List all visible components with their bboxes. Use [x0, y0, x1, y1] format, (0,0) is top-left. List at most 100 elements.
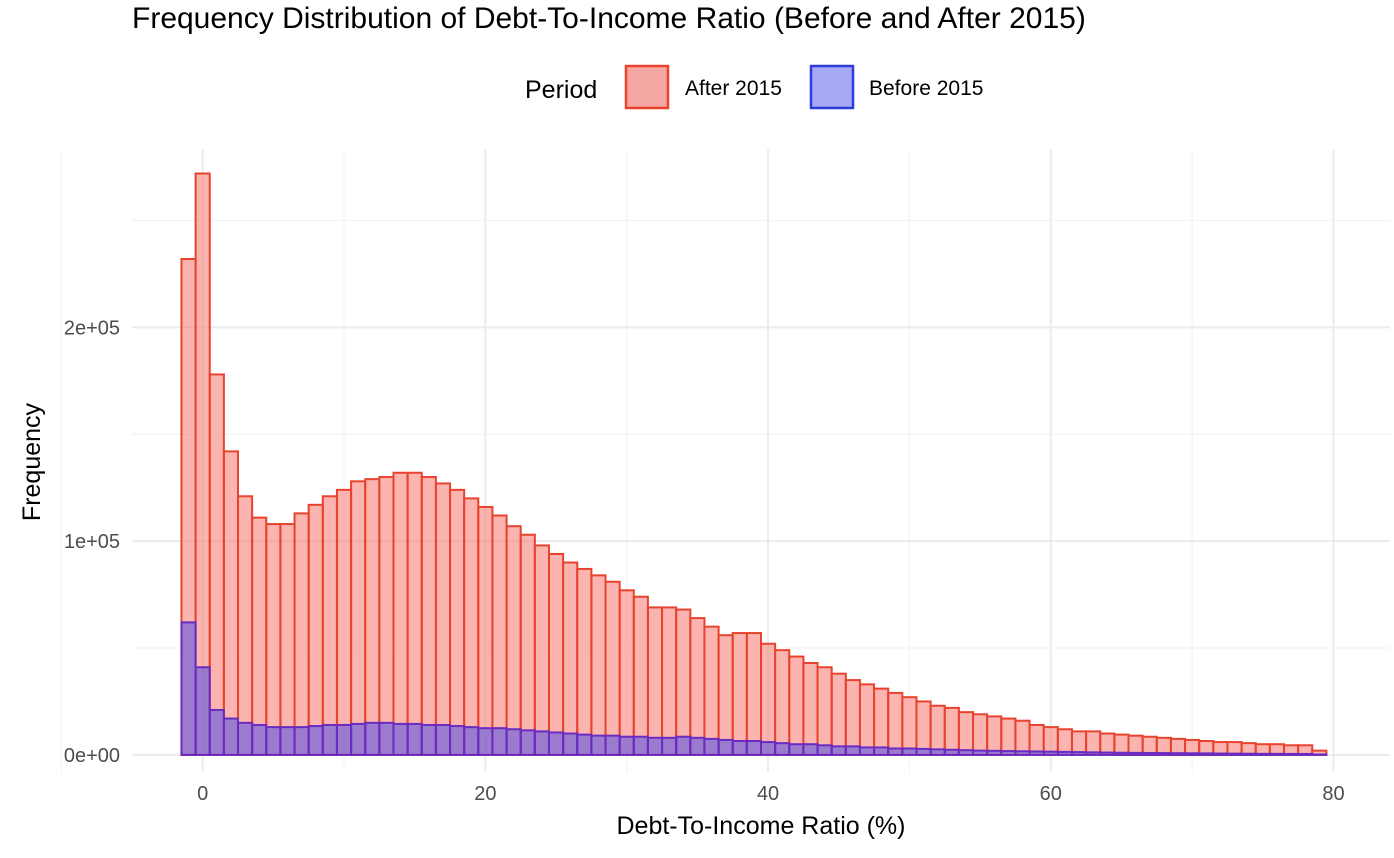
bar-before-2015	[449, 725, 466, 756]
bar-before-2015	[632, 735, 649, 756]
bar-after-2015	[463, 497, 480, 756]
bar-before-2015	[1113, 751, 1130, 756]
bar-before-2015	[364, 721, 381, 756]
bar-after-2015	[251, 516, 268, 756]
bar-after-2015	[972, 713, 989, 756]
bar-after-2015	[858, 683, 876, 756]
bar-after-2015	[774, 649, 791, 756]
bar-before-2015	[350, 722, 367, 756]
bar-before-2015	[194, 666, 211, 756]
bar-before-2015	[1056, 750, 1073, 756]
bar-before-2015	[1070, 751, 1088, 756]
bar-after-2015	[646, 606, 664, 756]
x-axis-title: Debt-To-Income Ratio (%)	[617, 812, 906, 840]
bar-after-2015	[618, 589, 635, 756]
legend-title: Period	[525, 76, 597, 104]
bar-before-2015	[576, 733, 593, 756]
bar-after-2015	[293, 512, 310, 756]
bar-before-2015	[1297, 752, 1314, 756]
bar-after-2015	[406, 471, 423, 756]
bar-before-2015	[378, 721, 395, 756]
bar-before-2015	[590, 734, 607, 756]
bar-before-2015	[1028, 750, 1045, 756]
bar-before-2015	[745, 740, 763, 756]
bar-before-2015	[505, 728, 522, 756]
bar-before-2015	[533, 730, 550, 756]
bar-before-2015	[604, 734, 621, 756]
bar-before-2015	[689, 736, 706, 756]
legend-key-before-2015	[809, 64, 855, 110]
bar-after-2015	[590, 574, 607, 756]
bar-before-2015	[1127, 751, 1144, 756]
bar-after-2015	[491, 514, 508, 756]
bar-after-2015	[237, 495, 254, 756]
bar-after-2015	[477, 505, 494, 756]
x-tick-label: 0	[197, 783, 208, 805]
bar-before-2015	[1198, 752, 1215, 756]
y-axis-ticks: 0e+00 1e+05 2e+05	[64, 317, 120, 766]
bar-before-2015	[661, 736, 678, 756]
bar-after-2015	[392, 471, 409, 756]
bar-before-2015	[321, 723, 338, 756]
bar-after-2015	[929, 704, 946, 756]
bar-before-2015	[420, 723, 437, 756]
bar-before-2015	[491, 727, 508, 756]
bar-after-2015	[1028, 723, 1045, 756]
legend-label-before-2015: Before 2015	[869, 77, 983, 100]
bar-after-2015	[420, 476, 437, 756]
bar-after-2015	[378, 476, 395, 756]
bar-after-2015	[830, 672, 847, 756]
bar-before-2015	[717, 738, 734, 756]
x-axis-ticks: 0 20 40 60 80	[197, 783, 1344, 805]
bar-before-2015	[957, 749, 975, 756]
bar-before-2015	[986, 749, 1003, 756]
chart-title: Frequency Distribution of Debt-To-Income…	[132, 2, 1086, 35]
legend-key-after-2015	[624, 64, 670, 110]
bar-before-2015	[222, 717, 240, 756]
bar-before-2015	[1099, 751, 1116, 756]
bar-before-2015	[1085, 751, 1102, 756]
bar-before-2015	[434, 723, 452, 756]
bar-after-2015	[788, 655, 805, 756]
bar-after-2015	[703, 625, 720, 756]
bar-before-2015	[1282, 752, 1300, 756]
bar-before-2015	[830, 745, 847, 756]
bar-after-2015	[943, 706, 960, 756]
y-axis-title: Frequency	[18, 402, 46, 521]
y-tick-label: 2e+05	[64, 317, 120, 339]
bar-after-2015	[222, 450, 240, 756]
bar-after-2015	[519, 533, 536, 756]
bar-before-2015	[816, 744, 833, 756]
bar-before-2015	[547, 731, 565, 756]
bar-after-2015	[604, 580, 621, 756]
bar-before-2015	[335, 723, 353, 756]
legend-label-after-2015: After 2015	[685, 77, 782, 100]
bar-after-2015	[547, 552, 565, 756]
bar-after-2015	[279, 523, 296, 756]
bar-before-2015	[844, 745, 861, 756]
bar-before-2015	[307, 725, 324, 756]
bar-before-2015	[943, 748, 960, 756]
bar-before-2015	[1169, 752, 1187, 756]
bar-before-2015	[1155, 752, 1172, 756]
bar-before-2015	[675, 735, 692, 756]
bar-after-2015	[350, 480, 367, 756]
bar-before-2015	[477, 727, 494, 756]
bar-before-2015	[293, 726, 310, 756]
bar-after-2015	[689, 617, 706, 756]
bar-after-2015	[208, 373, 225, 756]
bar-before-2015	[265, 726, 282, 756]
bar-before-2015	[279, 726, 296, 756]
bar-after-2015	[321, 495, 338, 756]
bar-before-2015	[237, 721, 254, 756]
series-before-2015	[180, 621, 1328, 756]
bar-after-2015	[957, 711, 975, 756]
bar-after-2015	[505, 525, 522, 756]
bar-before-2015	[760, 741, 777, 756]
bar-before-2015	[208, 709, 225, 756]
bar-before-2015	[1226, 752, 1243, 756]
bar-after-2015	[265, 523, 282, 756]
bar-before-2015	[1212, 752, 1229, 756]
bar-after-2015	[760, 642, 777, 756]
